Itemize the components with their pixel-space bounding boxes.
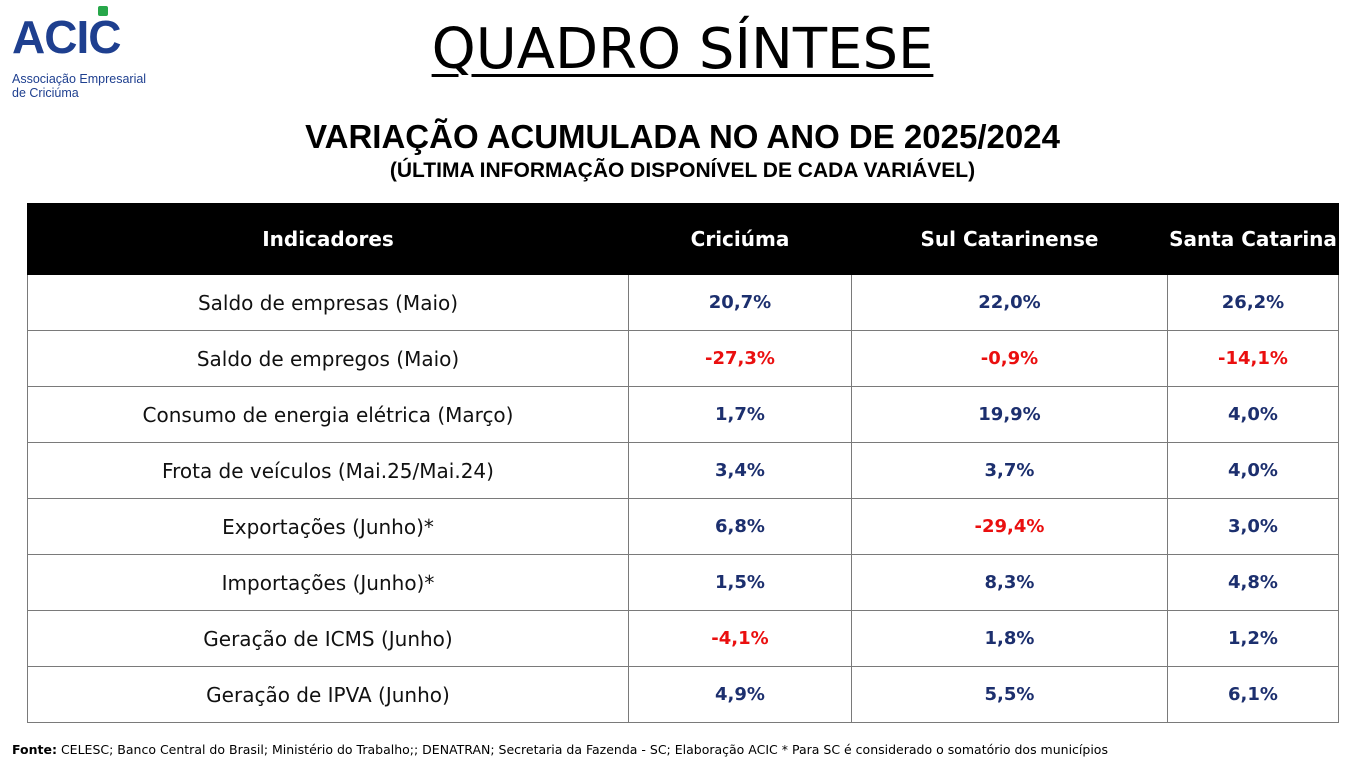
table-row: Geração de IPVA (Junho) 4,9% 5,5% 6,1% <box>27 666 1339 723</box>
header-sul-catarinense: Sul Catarinense <box>851 203 1168 275</box>
value-cell: 1,2% <box>1167 610 1339 667</box>
logo-wordmark: ACIC <box>12 11 121 63</box>
table-row: Saldo de empresas (Maio) 20,7% 22,0% 26,… <box>27 274 1339 331</box>
header-criciuma: Criciúma <box>628 203 852 275</box>
indicator-cell: Saldo de empregos (Maio) <box>27 330 629 387</box>
value-cell: 3,7% <box>851 442 1168 499</box>
table-row: Consumo de energia elétrica (Março) 1,7%… <box>27 386 1339 443</box>
value-cell: -4,1% <box>628 610 852 667</box>
value-cell: 22,0% <box>851 274 1168 331</box>
page-subtitle: VARIAÇÃO ACUMULADA NO ANO DE 2025/2024 <box>305 118 1060 155</box>
value-cell: 8,3% <box>851 554 1168 611</box>
table-row: Frota de veículos (Mai.25/Mai.24) 3,4% 3… <box>27 442 1339 499</box>
indicator-cell: Saldo de empresas (Maio) <box>27 274 629 331</box>
value-cell: 4,0% <box>1167 442 1339 499</box>
table-row: Saldo de empregos (Maio) -27,3% -0,9% -1… <box>27 330 1339 387</box>
header-santa-catarina: Santa Catarina <box>1167 203 1339 275</box>
indicators-table: Indicadores Criciúma Sul Catarinense San… <box>27 203 1339 723</box>
indicator-cell: Importações (Junho)* <box>27 554 629 611</box>
logo-subtitle: Associação Empresarial de Criciúma <box>12 72 146 100</box>
acic-logo: ACIC Associação Empresarial de Criciúma <box>12 6 162 101</box>
logo-green-dot <box>98 6 108 16</box>
logo-subtitle-line1: Associação Empresarial <box>12 72 147 86</box>
page-title-text: QUADRO SÍNTESE <box>431 17 934 82</box>
table-row: Importações (Junho)* 1,5% 8,3% 4,8% <box>27 554 1339 611</box>
logo-subtitle-line2: de Criciúma <box>12 86 79 100</box>
table-row: Exportações (Junho)* 6,8% -29,4% 3,0% <box>27 498 1339 555</box>
table-row: Geração de ICMS (Junho) -4,1% 1,8% 1,2% <box>27 610 1339 667</box>
value-cell: 26,2% <box>1167 274 1339 331</box>
value-cell: 3,4% <box>628 442 852 499</box>
value-cell: 5,5% <box>851 666 1168 723</box>
page-title: QUADRO SÍNTESE <box>0 14 1365 86</box>
table-header-row: Indicadores Criciúma Sul Catarinense San… <box>27 203 1339 275</box>
header-indicadores: Indicadores <box>27 203 629 275</box>
value-cell: 4,8% <box>1167 554 1339 611</box>
indicator-cell: Frota de veículos (Mai.25/Mai.24) <box>27 442 629 499</box>
indicator-cell: Geração de ICMS (Junho) <box>27 610 629 667</box>
value-cell: -27,3% <box>628 330 852 387</box>
value-cell: 3,0% <box>1167 498 1339 555</box>
value-cell: -14,1% <box>1167 330 1339 387</box>
value-cell: 4,9% <box>628 666 852 723</box>
source-footer: Fonte: CELESC; Banco Central do Brasil; … <box>12 741 1357 759</box>
value-cell: -29,4% <box>851 498 1168 555</box>
indicator-cell: Consumo de energia elétrica (Março) <box>27 386 629 443</box>
value-cell: -0,9% <box>851 330 1168 387</box>
value-cell: 4,0% <box>1167 386 1339 443</box>
value-cell: 1,5% <box>628 554 852 611</box>
value-cell: 20,7% <box>628 274 852 331</box>
indicator-cell: Geração de IPVA (Junho) <box>27 666 629 723</box>
footer-label: Fonte: <box>12 742 57 757</box>
page-subtitle-note: (ÚLTIMA INFORMAÇÃO DISPONÍVEL DE CADA VA… <box>389 159 976 182</box>
value-cell: 6,1% <box>1167 666 1339 723</box>
value-cell: 1,8% <box>851 610 1168 667</box>
footer-text: CELESC; Banco Central do Brasil; Ministé… <box>56 742 1108 757</box>
value-cell: 1,7% <box>628 386 852 443</box>
value-cell: 19,9% <box>851 386 1168 443</box>
indicator-cell: Exportações (Junho)* <box>27 498 629 555</box>
value-cell: 6,8% <box>628 498 852 555</box>
